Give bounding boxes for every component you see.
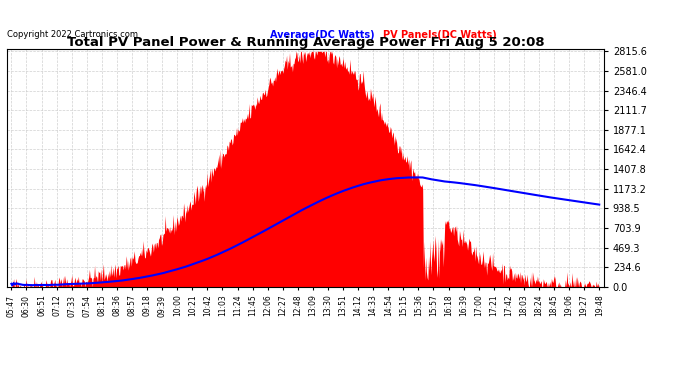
Text: PV Panels(DC Watts): PV Panels(DC Watts)	[383, 30, 497, 40]
Text: Average(DC Watts): Average(DC Watts)	[270, 30, 374, 40]
Title: Total PV Panel Power & Running Average Power Fri Aug 5 20:08: Total PV Panel Power & Running Average P…	[66, 36, 544, 49]
Text: Copyright 2022 Cartronics.com: Copyright 2022 Cartronics.com	[7, 30, 138, 39]
